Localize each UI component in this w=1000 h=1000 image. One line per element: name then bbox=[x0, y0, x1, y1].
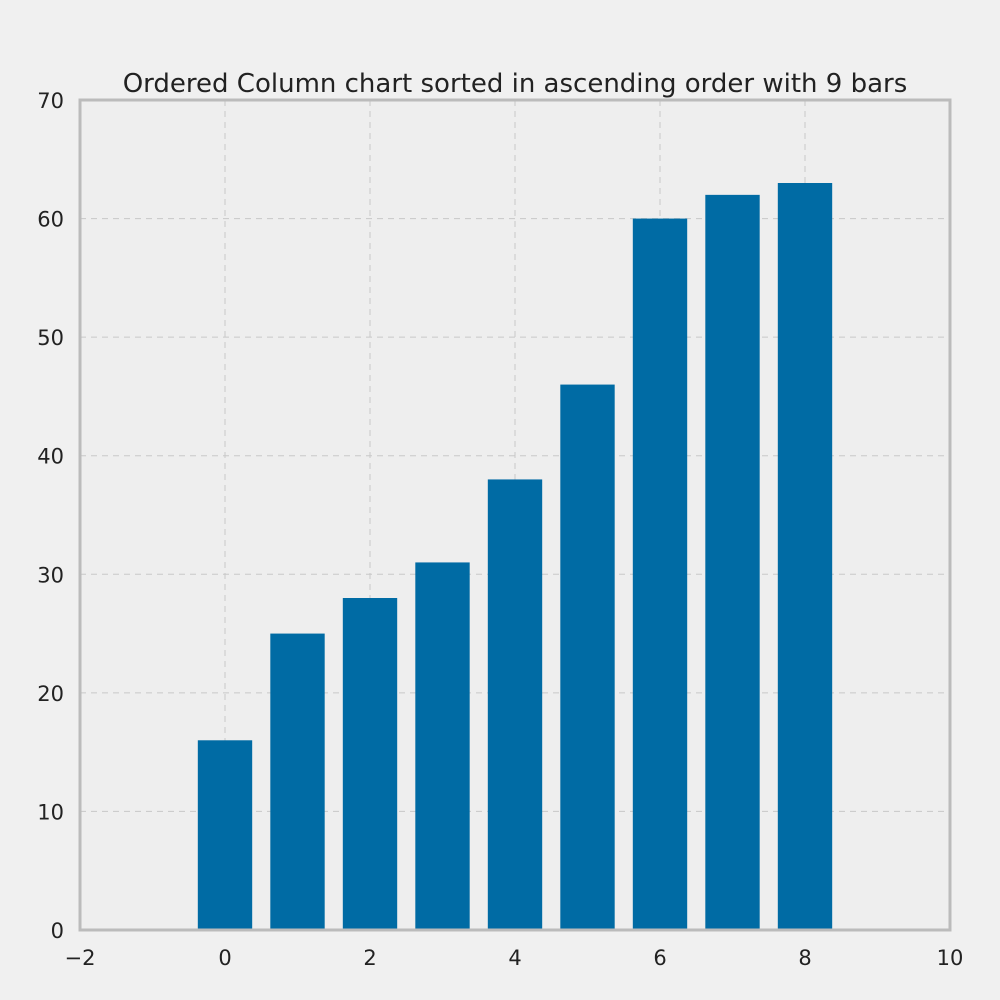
y-axis-ticks: 0 10 20 30 40 50 60 70 bbox=[37, 89, 64, 943]
x-tick-label: 8 bbox=[798, 946, 811, 970]
bar-1 bbox=[270, 633, 325, 930]
x-tick-label: 2 bbox=[363, 946, 376, 970]
x-axis-ticks: −2 0 2 4 6 8 10 bbox=[65, 946, 964, 970]
bar-4 bbox=[487, 479, 543, 930]
y-tick-label: 20 bbox=[37, 682, 64, 706]
bar-5 bbox=[560, 384, 615, 931]
y-tick-label: 60 bbox=[37, 208, 64, 232]
x-tick-label: −2 bbox=[65, 946, 96, 970]
chart-title: Ordered Column chart sorted in ascending… bbox=[123, 69, 908, 99]
bar-3 bbox=[415, 562, 470, 930]
x-tick-label: 6 bbox=[653, 946, 666, 970]
y-tick-label: 50 bbox=[37, 326, 64, 350]
plot-frame bbox=[78, 98, 952, 932]
bar-0 bbox=[197, 740, 253, 930]
x-tick-label: 0 bbox=[218, 946, 231, 970]
y-tick-label: 70 bbox=[37, 89, 64, 113]
y-tick-label: 40 bbox=[37, 445, 64, 469]
y-tick-label: 10 bbox=[37, 800, 64, 824]
bar-8 bbox=[777, 183, 833, 930]
bar-7 bbox=[705, 194, 760, 930]
y-tick-label: 0 bbox=[51, 919, 64, 943]
bar-6 bbox=[632, 218, 688, 931]
y-tick-label: 30 bbox=[37, 563, 64, 587]
x-tick-label: 10 bbox=[937, 946, 964, 970]
x-tick-label: 4 bbox=[508, 946, 521, 970]
bar-2 bbox=[342, 598, 398, 930]
bars bbox=[197, 183, 833, 931]
